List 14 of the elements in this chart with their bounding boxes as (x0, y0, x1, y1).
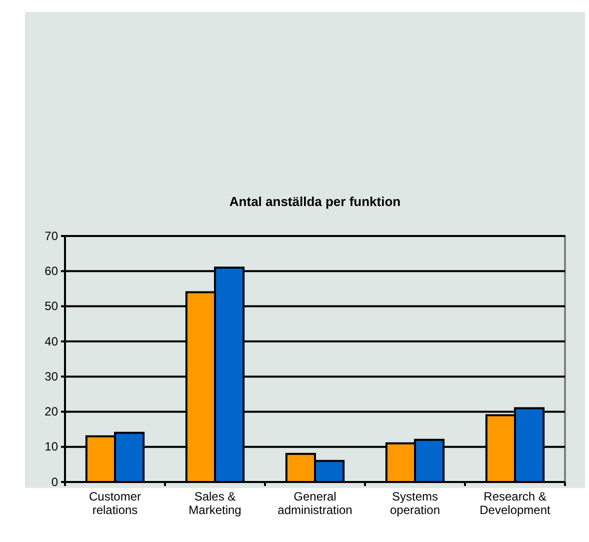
y-tick-label: 50 (44, 299, 58, 314)
y-tick-label: 30 (44, 369, 58, 384)
y-tick-label: 70 (44, 228, 58, 243)
chart-title: Antal anställda per funktion (229, 194, 401, 209)
y-tick-label: 60 (44, 264, 58, 278)
x-tick-label: Sales & Marketing (188, 490, 242, 517)
x-tick-label: General administration (278, 490, 352, 517)
y-tick-label: 0 (51, 474, 58, 489)
y-tick-label: 20 (44, 404, 58, 419)
x-tick-label: Customer relations (88, 490, 142, 517)
x-tick-label: Systems operation (390, 490, 440, 517)
x-tick-label: Research & Development (480, 490, 552, 517)
y-tick-label: 10 (44, 440, 58, 454)
y-tick-label: 40 (44, 334, 58, 348)
